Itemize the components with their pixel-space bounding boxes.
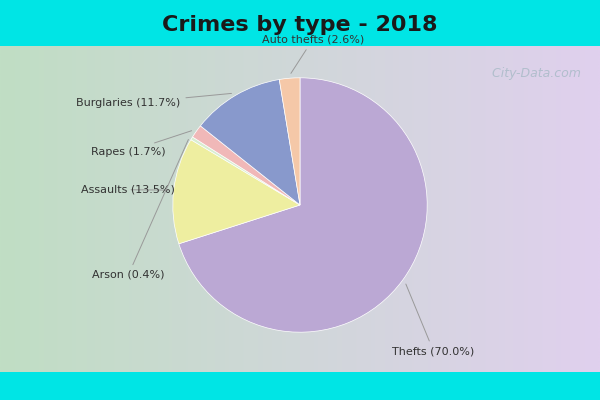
Wedge shape	[191, 137, 300, 205]
Wedge shape	[173, 140, 300, 244]
Wedge shape	[279, 78, 300, 205]
Text: City-Data.com: City-Data.com	[484, 68, 581, 80]
Text: Arson (0.4%): Arson (0.4%)	[92, 140, 188, 280]
Text: Burglaries (11.7%): Burglaries (11.7%)	[76, 94, 232, 108]
Text: Thefts (70.0%): Thefts (70.0%)	[392, 284, 475, 356]
Wedge shape	[200, 80, 300, 205]
Text: Assaults (13.5%): Assaults (13.5%)	[82, 185, 175, 195]
Wedge shape	[193, 126, 300, 205]
Text: Auto thefts (2.6%): Auto thefts (2.6%)	[262, 35, 364, 73]
Text: Crimes by type - 2018: Crimes by type - 2018	[162, 15, 438, 35]
Wedge shape	[179, 78, 427, 332]
Text: Rapes (1.7%): Rapes (1.7%)	[91, 131, 191, 156]
